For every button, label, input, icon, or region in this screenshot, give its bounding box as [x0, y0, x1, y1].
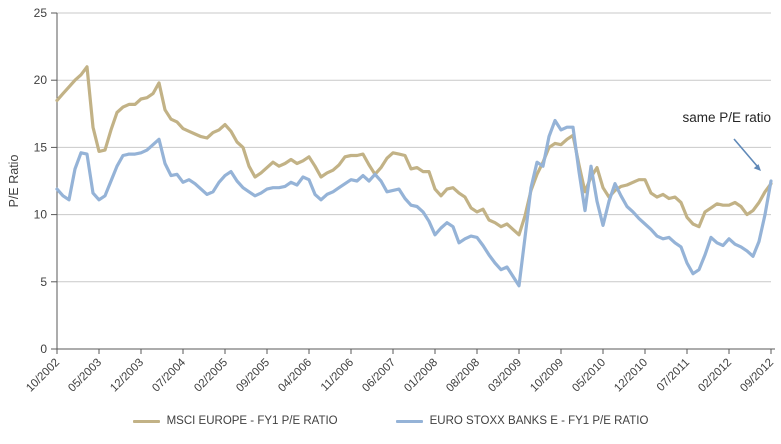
msci-europe-line	[55, 65, 773, 237]
x-tick-label: 07/2011	[655, 357, 692, 394]
x-tick-label: 10/2009	[528, 357, 566, 395]
x-tick-label: 04/2006	[276, 357, 314, 395]
x-tick-label: 01/2008	[402, 357, 440, 395]
legend-label: MSCI EUROPE - FY1 P/E RATIO	[166, 415, 338, 427]
y-tick-label: 10	[34, 208, 48, 222]
x-tick-label: 08/2008	[444, 357, 482, 395]
x-tick-label: 05/2010	[570, 357, 608, 395]
x-tick-label: 02/2005	[192, 357, 230, 395]
x-tick-label: 07/2004	[150, 356, 188, 394]
legend-line-swatch	[395, 419, 423, 423]
x-tick-label: 12/2003	[108, 357, 146, 395]
x-tick-label: 09/2012	[738, 357, 776, 395]
x-tick-label: 03/2009	[486, 357, 524, 395]
annotation-same-pe-ratio: same P/E ratio	[682, 110, 771, 125]
y-tick-label: 5	[40, 275, 47, 289]
legend-line-swatch	[132, 419, 160, 423]
x-tick-label: 11/2006	[319, 357, 356, 394]
x-tick-label: 10/2002	[24, 357, 62, 395]
y-tick-label: 25	[34, 6, 48, 20]
euro-stoxx-banks-line	[55, 118, 773, 288]
annotation-arrowhead	[753, 164, 761, 171]
x-tick-label: 09/2005	[234, 357, 272, 395]
y-tick-label: 20	[34, 73, 48, 87]
y-tick-label: 0	[40, 342, 47, 356]
legend-item-msci-europe: MSCI EUROPE - FY1 P/E RATIO	[132, 415, 338, 427]
x-tick-label: 05/2003	[66, 357, 104, 395]
x-tick-label: 06/2007	[360, 357, 398, 395]
annotation-arrow	[733, 138, 759, 168]
x-tick-label: 12/2010	[612, 357, 650, 395]
y-tick-label: 15	[34, 140, 48, 154]
legend-label: EURO STOXX BANKS E - FY1 P/E RATIO	[429, 415, 649, 427]
x-tick-label: 02/2012	[696, 357, 734, 395]
legend: MSCI EUROPE - FY1 P/E RATIO EURO STOXX BA…	[0, 415, 781, 427]
y-axis-title: P/E Ratio	[7, 154, 21, 208]
legend-item-euro-stoxx-banks: EURO STOXX BANKS E - FY1 P/E RATIO	[395, 415, 649, 427]
